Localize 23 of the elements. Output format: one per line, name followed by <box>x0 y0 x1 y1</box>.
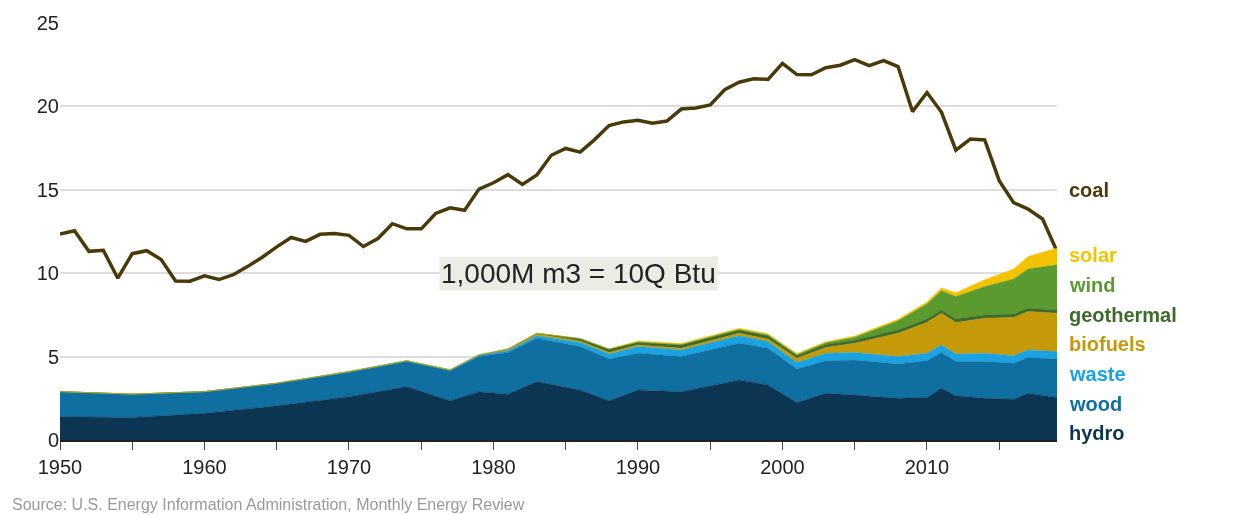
x-tick-label: 2000 <box>760 456 805 478</box>
series-label: biofuels <box>1069 333 1146 355</box>
x-tick-label: 1970 <box>326 456 372 478</box>
series-label: waste <box>1069 363 1126 385</box>
y-tick-label: 15 <box>36 178 59 201</box>
x-tick-label: 1980 <box>471 456 516 478</box>
y-tick-label: 20 <box>36 95 59 118</box>
x-tick-label: 2010 <box>904 456 950 478</box>
series-label: coal <box>1069 179 1110 201</box>
series-label: wood <box>1069 393 1123 415</box>
series-label: wind <box>1069 274 1116 296</box>
series-label: solar <box>1069 244 1118 266</box>
x-tick-label: 1950 <box>37 456 83 478</box>
series-label: geothermal <box>1069 304 1177 326</box>
y-tick-label: 0 <box>47 429 59 451</box>
annotation: 1,000M m3 = 10Q Btu <box>441 258 716 289</box>
series-label: hydro <box>1069 422 1125 444</box>
y-tick-label: 10 <box>36 262 59 285</box>
source-note: Source: U.S. Energy Information Administration, Monthly Energy Review <box>12 496 525 513</box>
y-tick-label: 5 <box>47 345 59 368</box>
x-tick-label: 1960 <box>182 456 227 478</box>
x-tick-label: 1990 <box>615 456 661 478</box>
y-tick-label: 25 <box>36 12 59 34</box>
